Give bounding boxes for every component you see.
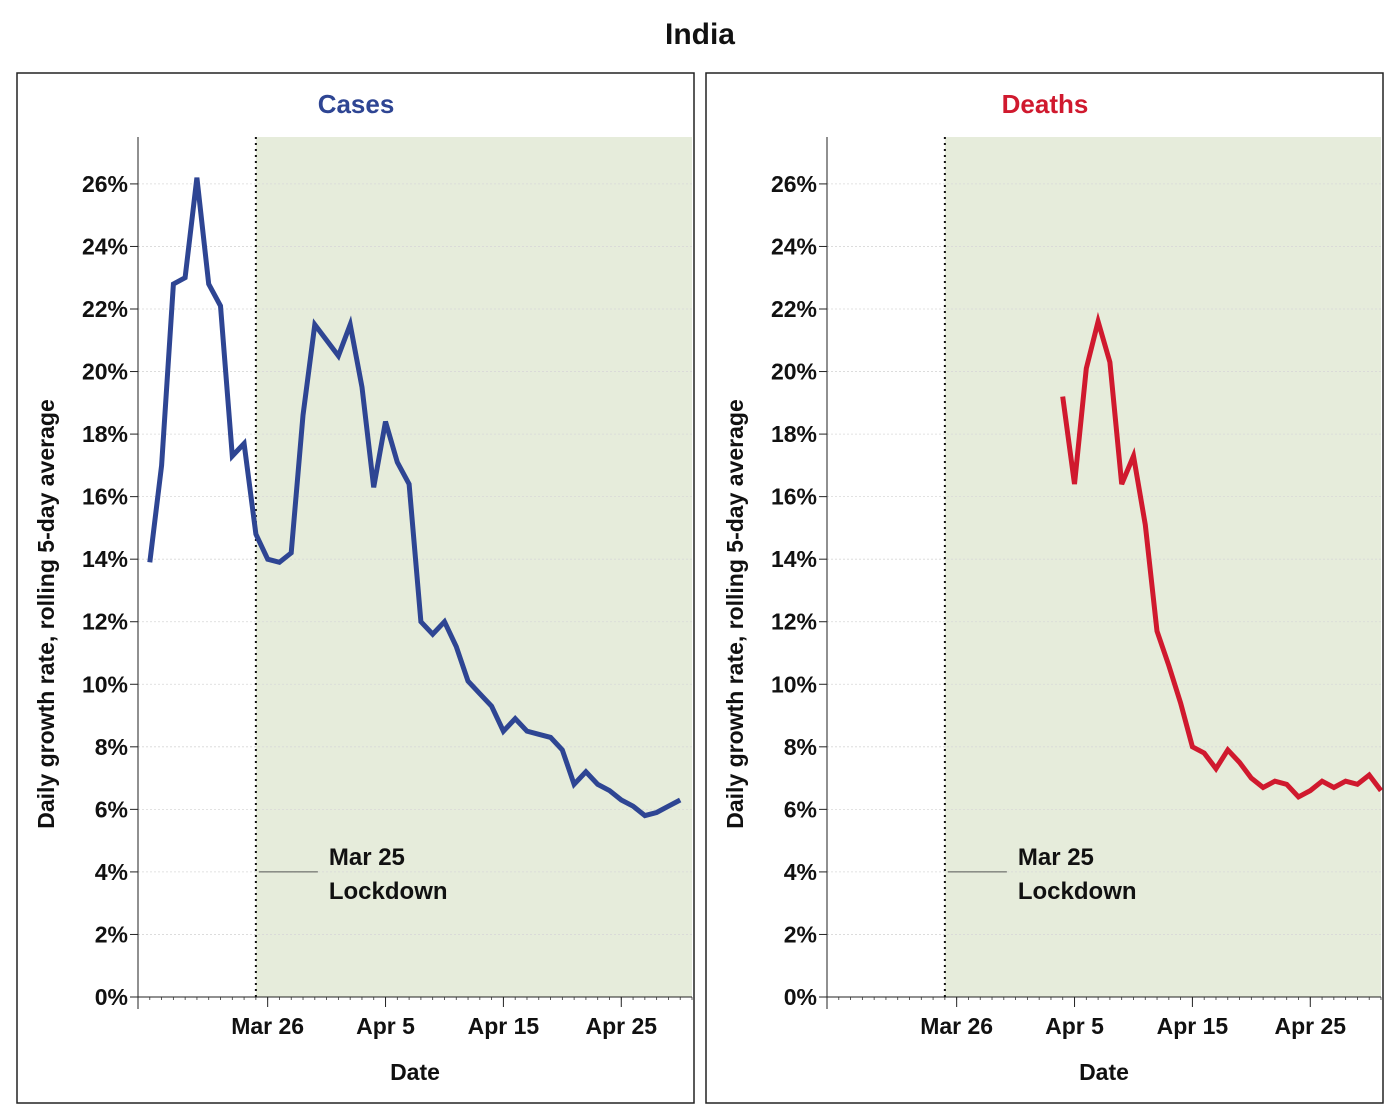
cases-y-tick-label: 6% [95, 796, 128, 822]
deaths-y-tick-label: 14% [771, 546, 817, 572]
cases-series-line [147, 177, 682, 819]
cases-y-tick-label: 4% [95, 859, 128, 885]
cases-y-tick-label: 16% [82, 484, 128, 510]
deaths-y-tick-label: 6% [784, 796, 817, 822]
cases-y-tick-label: 20% [82, 359, 128, 385]
deaths-y-tick-label: 22% [771, 296, 817, 322]
cases-y-tick-label: 12% [82, 609, 128, 635]
deaths-series-line [1060, 311, 1383, 801]
deaths-panel-title: Deaths [1002, 89, 1089, 119]
cases-panel-title: Cases [318, 89, 395, 119]
deaths-y-tick-label: 10% [771, 671, 817, 697]
cases-x-tick-label: Apr 15 [468, 1013, 540, 1039]
deaths-x-tick-label: Apr 5 [1045, 1013, 1104, 1039]
deaths-x-tick-label: Mar 26 [920, 1013, 993, 1039]
figure-title: India [664, 18, 735, 51]
deaths-x-tick-label: Apr 15 [1157, 1013, 1229, 1039]
deaths-y-tick-label: 26% [771, 171, 817, 197]
cases-y-tick-label: 2% [95, 921, 128, 947]
deaths-y-tick-label: 18% [771, 421, 817, 447]
deaths-y-tick-label: 24% [771, 233, 817, 259]
cases-x-tick-label: Mar 26 [231, 1013, 304, 1039]
cases-annotation-label: Lockdown [329, 878, 448, 905]
cases-x-tick-label: Apr 5 [356, 1013, 415, 1039]
cases-lockdown-shade [255, 137, 692, 997]
deaths-y-tick-label: 12% [771, 609, 817, 635]
deaths-y-tick-label: 2% [784, 921, 817, 947]
deaths-y-tick-label: 4% [784, 859, 817, 885]
cases-y-axis-label: Daily growth rate, rolling 5-day average [33, 399, 59, 828]
cases-y-tick-label: 14% [82, 546, 128, 572]
cases-y-tick-label: 26% [82, 171, 128, 197]
cases-y-tick-label: 0% [95, 984, 128, 1010]
deaths-y-axis-label: Daily growth rate, rolling 5-day average [722, 399, 748, 828]
cases-x-axis-label: Date [390, 1059, 440, 1085]
deaths-annotation-label: Lockdown [1018, 878, 1137, 905]
deaths-y-tick-label: 16% [771, 484, 817, 510]
deaths-y-tick-label: 0% [784, 984, 817, 1010]
cases-y-tick-label: 8% [95, 734, 128, 760]
cases-y-tick-label: 18% [82, 421, 128, 447]
deaths-y-tick-label: 8% [784, 734, 817, 760]
deaths-y-tick-label: 20% [771, 359, 817, 385]
deaths-lockdown-shade [944, 137, 1381, 997]
cases-y-tick-label: 22% [82, 296, 128, 322]
cases-annotation-date: Mar 25 [329, 844, 405, 871]
deaths-annotation-date: Mar 25 [1018, 844, 1094, 871]
deaths-panel-frame [705, 72, 1384, 1104]
cases-y-tick-label: 10% [82, 671, 128, 697]
cases-panel-frame [16, 72, 695, 1104]
deaths-x-tick-label: Apr 25 [1274, 1013, 1346, 1039]
cases-x-tick-label: Apr 25 [585, 1013, 657, 1039]
deaths-x-axis-label: Date [1079, 1059, 1129, 1085]
cases-y-tick-label: 24% [82, 233, 128, 259]
